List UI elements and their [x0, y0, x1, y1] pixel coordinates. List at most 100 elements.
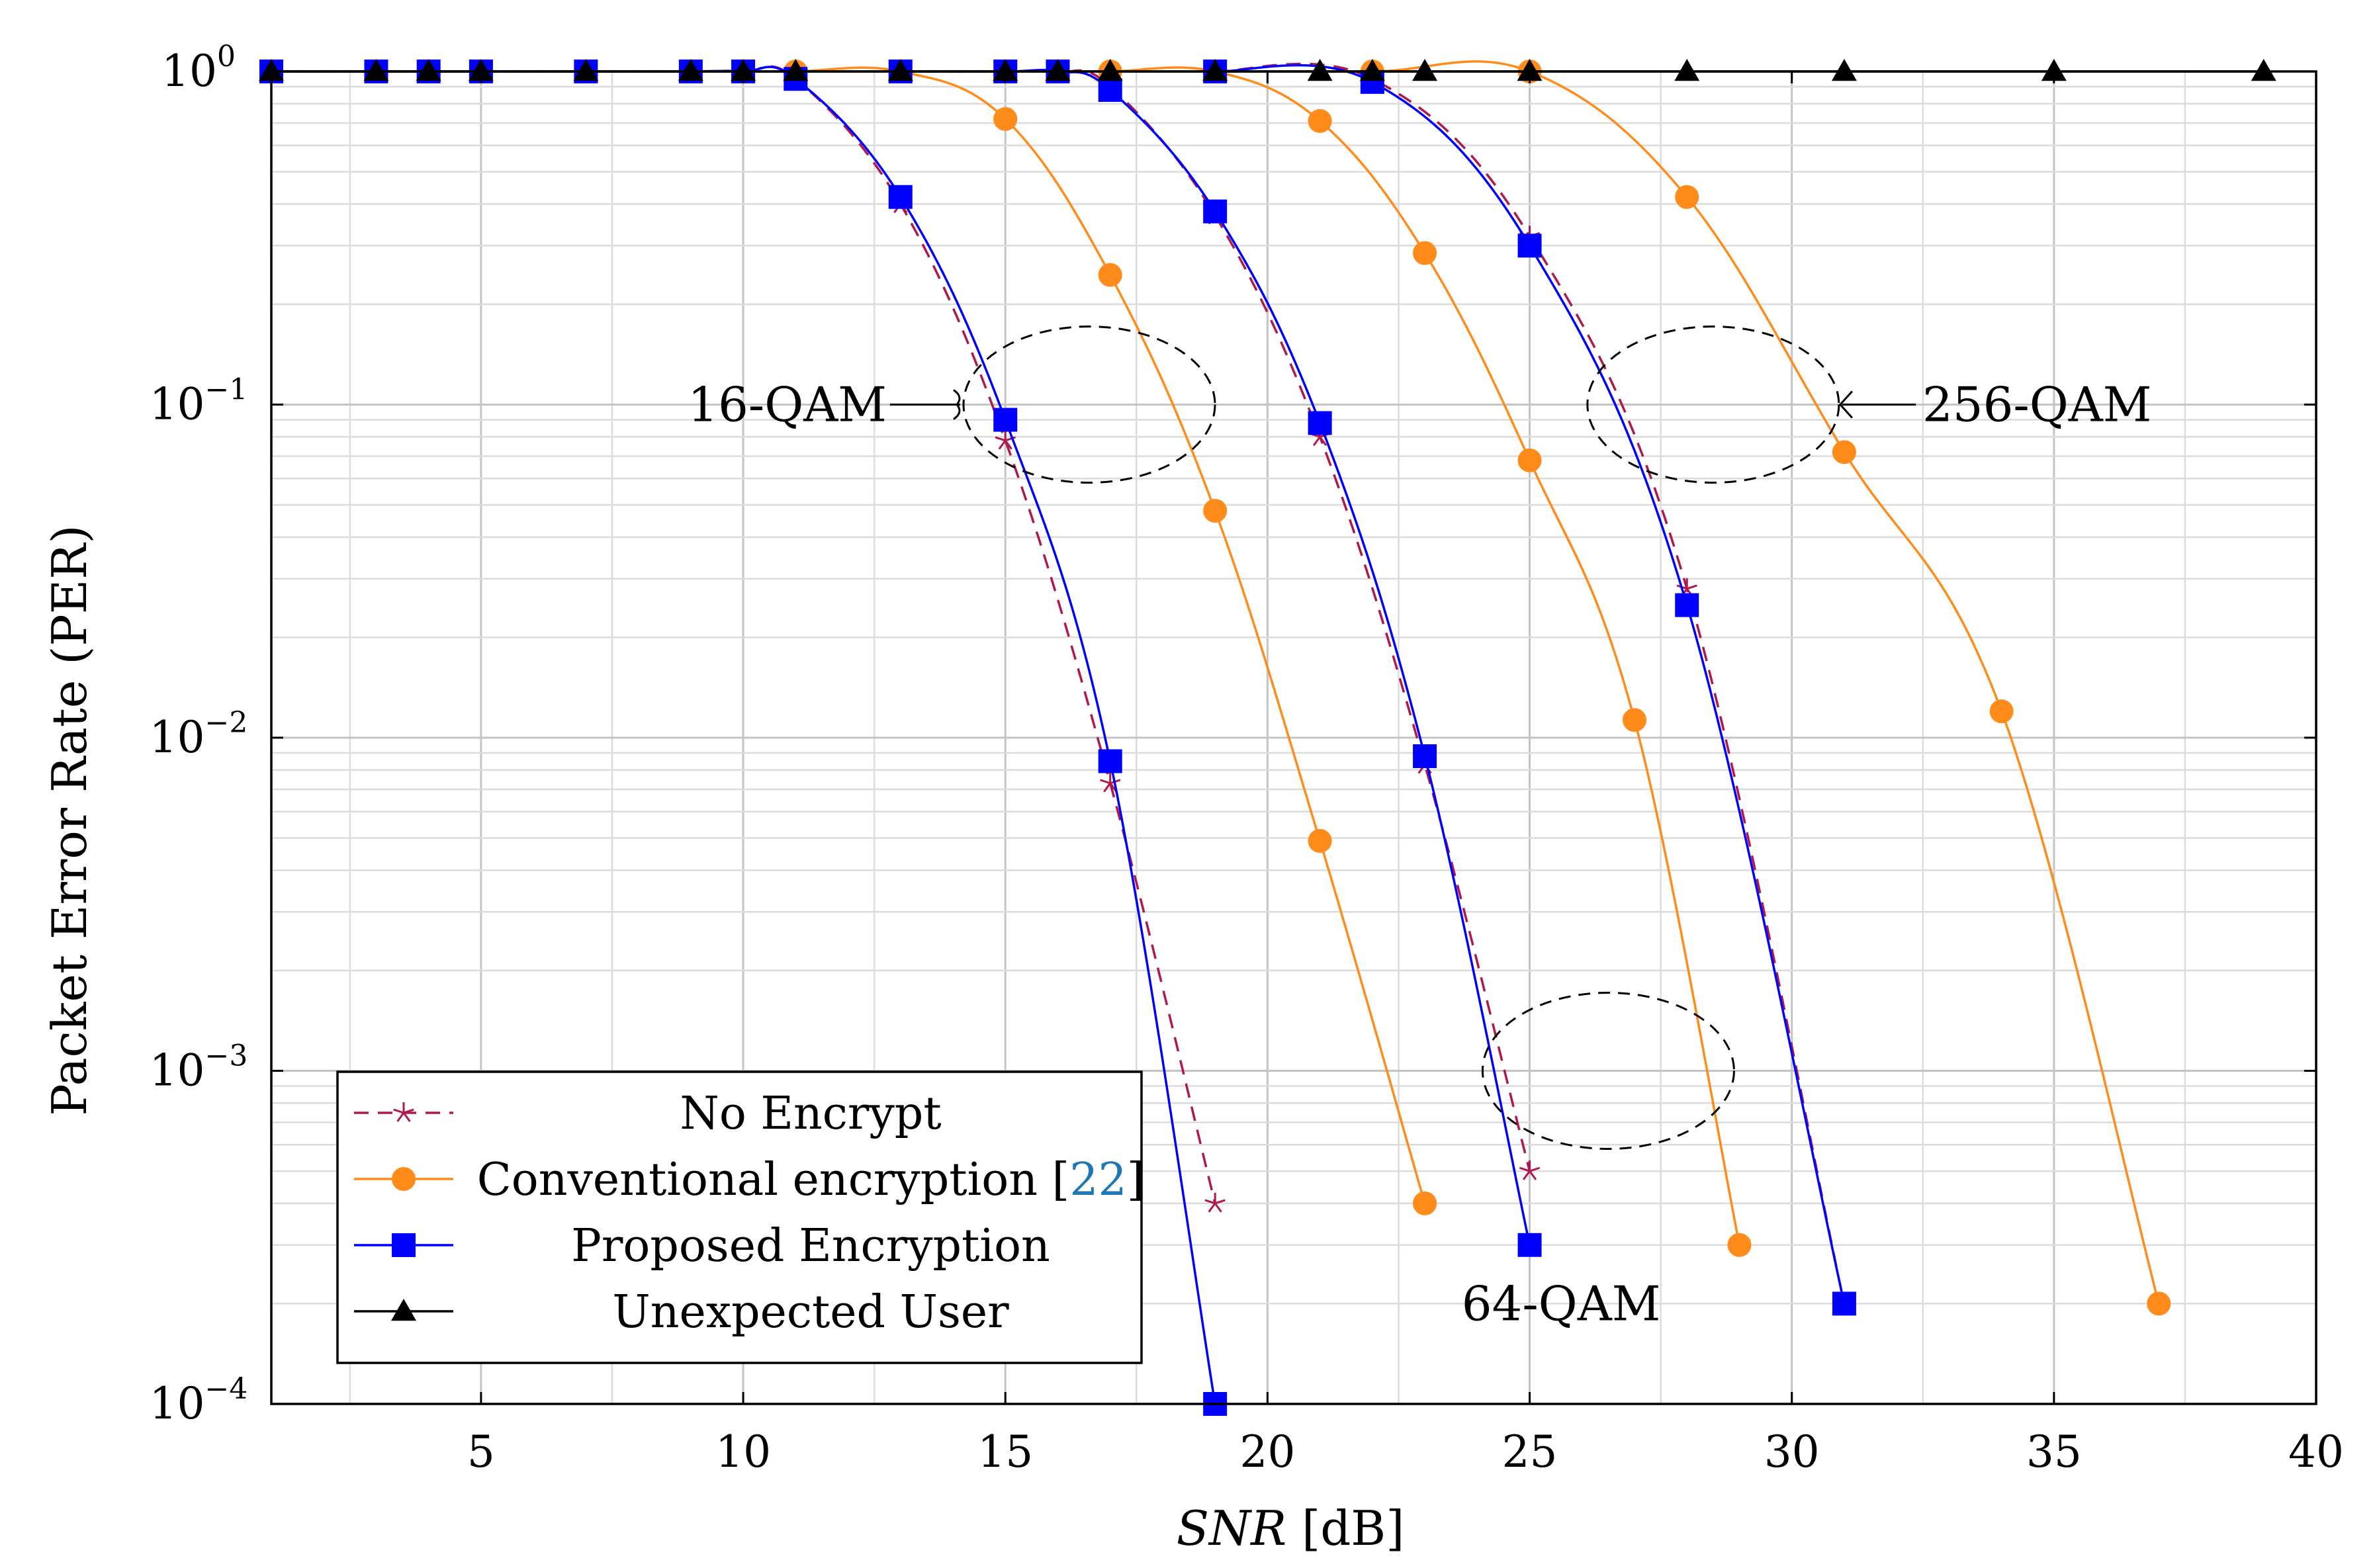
legend-swatch-marker-spoke — [403, 1108, 414, 1114]
data-point — [678, 59, 703, 81]
legend-box — [336, 1070, 1143, 1364]
data-point — [1517, 448, 1542, 472]
data-point — [1308, 828, 1332, 853]
x-tick-label: 10 — [715, 1426, 771, 1477]
x-axis-label-unit: [dB] — [1286, 1501, 1404, 1556]
data-point-spoke — [1686, 584, 1697, 590]
y-tick-label: 10−1 — [150, 373, 248, 430]
data-point-spoke — [1005, 436, 1016, 442]
data-point — [1307, 59, 1333, 81]
data-point-spoke — [1214, 1202, 1222, 1213]
data-point — [1517, 234, 1542, 258]
data-point — [1098, 263, 1122, 287]
x-tick-label: 20 — [1239, 1426, 1295, 1477]
data-point — [2251, 59, 2276, 81]
legend-swatch-marker-spoke — [393, 1108, 404, 1114]
label-16qam: 16-QAM — [688, 377, 887, 433]
data-point-spoke — [1103, 782, 1111, 793]
data-point-spoke — [1208, 1202, 1216, 1213]
series-line — [900, 69, 1531, 1246]
legend-swatch-marker — [392, 1167, 416, 1191]
data-point — [783, 59, 809, 81]
data-point-spoke — [1529, 1170, 1537, 1180]
data-point-spoke — [1204, 1199, 1216, 1205]
data-point — [1308, 109, 1332, 133]
data-point — [1413, 241, 1437, 265]
x-tick-label: 15 — [977, 1426, 1033, 1477]
label-64qam: 64-QAM — [1462, 1276, 1661, 1331]
data-point-spoke — [1529, 1166, 1541, 1172]
data-point-spoke — [1519, 1166, 1531, 1172]
data-point — [2041, 59, 2067, 81]
data-point-spoke — [1214, 1199, 1226, 1205]
y-axis-label: Packet Error Rate (PER) — [42, 525, 97, 1115]
series-line — [1215, 60, 2161, 1304]
data-point-spoke — [995, 436, 1006, 442]
data-point — [1359, 59, 1385, 81]
data-point — [1203, 199, 1228, 224]
data-point — [1045, 59, 1071, 81]
data-point — [731, 59, 756, 81]
legend-swatch-marker — [391, 1299, 416, 1321]
annotations: 16-QAM 64-QAM 256-QAM — [688, 326, 2152, 1331]
data-point — [1989, 699, 2014, 724]
x-tick-label: 40 — [2288, 1426, 2344, 1477]
data-point-spoke — [998, 439, 1007, 450]
data-point — [1412, 59, 1438, 81]
data-point — [468, 59, 494, 81]
data-point — [416, 59, 441, 81]
legend: No Encrypt Conventional encryption [22] Pr… — [336, 1070, 1145, 1364]
legend-label: Unexpected User — [612, 1286, 1009, 1338]
data-point — [2147, 1291, 2171, 1316]
legend-label: Conventional encryption [22] — [477, 1154, 1145, 1206]
data-point — [1097, 59, 1123, 81]
legend-swatch-marker — [392, 1233, 416, 1257]
data-point — [1517, 1233, 1542, 1257]
series-line — [1215, 62, 1846, 1304]
x-tick-label: 5 — [467, 1426, 495, 1477]
data-point — [1204, 1192, 1226, 1213]
data-point — [1308, 411, 1332, 435]
x-axis-label: SNR [dB] — [1177, 1501, 1405, 1556]
data-point — [1623, 708, 1646, 732]
data-point — [1832, 440, 1856, 464]
ellipse-64qam — [1481, 992, 1735, 1150]
data-point — [363, 59, 389, 81]
x-tick-label: 25 — [1502, 1426, 1558, 1477]
data-point-spoke — [1522, 1170, 1531, 1180]
data-point — [1519, 1160, 1541, 1180]
data-point — [1517, 59, 1543, 81]
axis-ticks: 5 10 15 20 25 30 35 40 100 10−1 10−2 10−3 10−4 — [150, 40, 2344, 1477]
label-256qam: 256-QAM — [1922, 377, 2152, 433]
data-point — [1832, 1291, 1856, 1316]
grid — [271, 71, 2316, 1404]
data-point — [1098, 77, 1122, 102]
x-axis-label-italic: SNR — [1177, 1501, 1287, 1556]
data-point — [1202, 59, 1228, 81]
legend-swatch-marker-spoke — [396, 1112, 405, 1122]
data-point-spoke — [1005, 439, 1012, 450]
data-point — [259, 59, 284, 81]
data-point — [993, 59, 1018, 81]
data-point-spoke — [1319, 436, 1327, 447]
y-tick-label: 10−4 — [150, 1372, 248, 1429]
data-point — [888, 185, 913, 209]
data-point — [887, 59, 913, 81]
legend-swatch-marker-spoke — [402, 1112, 411, 1122]
data-point — [1727, 1233, 1752, 1257]
data-point — [1675, 593, 1699, 617]
data-point-spoke — [1100, 779, 1111, 785]
x-tick-label: 35 — [2026, 1426, 2082, 1477]
data-point — [993, 107, 1018, 131]
legend-label: Proposed Encryption — [571, 1220, 1050, 1272]
arrow-head-256qam — [1838, 390, 1853, 419]
legend-swatch-marker — [393, 1102, 414, 1122]
data-point — [1674, 59, 1700, 81]
data-point — [1203, 498, 1228, 523]
arrow-head-16qam — [953, 389, 961, 420]
data-point — [1098, 749, 1122, 773]
data-point — [1413, 1191, 1437, 1215]
data-point — [1413, 744, 1437, 768]
legend-label: No Encrypt — [680, 1088, 941, 1140]
